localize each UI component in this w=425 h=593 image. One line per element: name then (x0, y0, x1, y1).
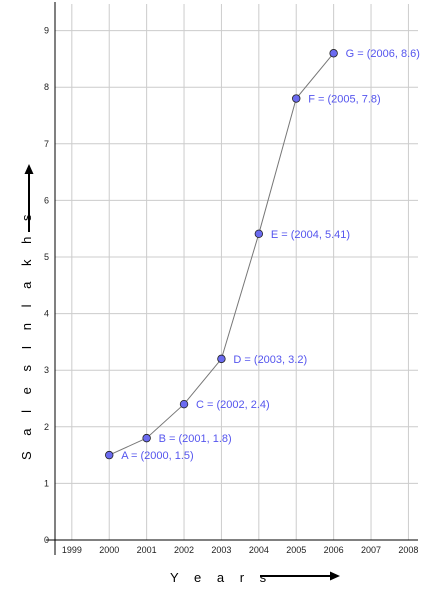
x-tick-label: 2005 (286, 545, 306, 555)
x-tick-label: 2008 (398, 545, 418, 555)
x-tick-label: 2003 (211, 545, 231, 555)
point-labels: A = (2000, 1.5) B = (2001, 1.8) C = (2002,… (121, 48, 420, 462)
tick-labels: 1999 2000 2001 2002 2003 2004 2005 2006 2007 2008… (44, 26, 418, 555)
data-point-label: A = (2000, 1.5) (121, 450, 193, 462)
y-tick-label: 4 (44, 309, 49, 319)
data-point-label: G = (2006, 8.6) (346, 48, 420, 60)
y-tick-label: 9 (44, 26, 49, 36)
data-point-label: B = (2001, 1.8) (159, 433, 232, 445)
y-tick-label: 5 (44, 252, 49, 262)
data-point (292, 94, 301, 103)
grid-lines (55, 4, 418, 540)
data-point-label: E = (2004, 5.41) (271, 229, 350, 241)
x-tick-label: 2000 (99, 545, 119, 555)
y-tick-label: 1 (44, 478, 49, 488)
y-tick-label: 7 (44, 139, 49, 149)
y-tick-label: 2 (44, 422, 49, 432)
data-point (217, 354, 226, 364)
y-axis-title: S a l e s I n l a k h s (19, 209, 34, 460)
y-tick-label: 0 (44, 535, 49, 545)
x-tick-label: 2004 (249, 545, 269, 555)
x-tick-label: 2007 (361, 545, 381, 555)
x-tick-label: 2006 (324, 545, 344, 555)
axes (46, 2, 418, 555)
data-point (179, 399, 189, 409)
data-point (105, 450, 114, 460)
data-point-label: D = (2003, 3.2) (233, 354, 307, 366)
data-point-label: C = (2002, 2.4) (196, 399, 270, 411)
data-point-label: F = (2005, 7.8) (308, 94, 380, 106)
y-tick-label: 8 (44, 82, 49, 92)
x-tick-label: 1999 (62, 545, 82, 555)
y-axis-arrowhead (24, 164, 34, 174)
x-tick-label: 2001 (137, 545, 157, 555)
data-point (329, 49, 338, 58)
y-tick-label: 6 (44, 195, 49, 205)
x-axis-arrowhead (330, 571, 340, 581)
x-tick-label: 2002 (174, 545, 194, 555)
data-points (105, 49, 338, 460)
x-axis-title: Y e a r s (170, 570, 272, 585)
y-tick-label: 3 (44, 365, 49, 375)
data-point (254, 229, 264, 238)
data-point (142, 433, 151, 443)
